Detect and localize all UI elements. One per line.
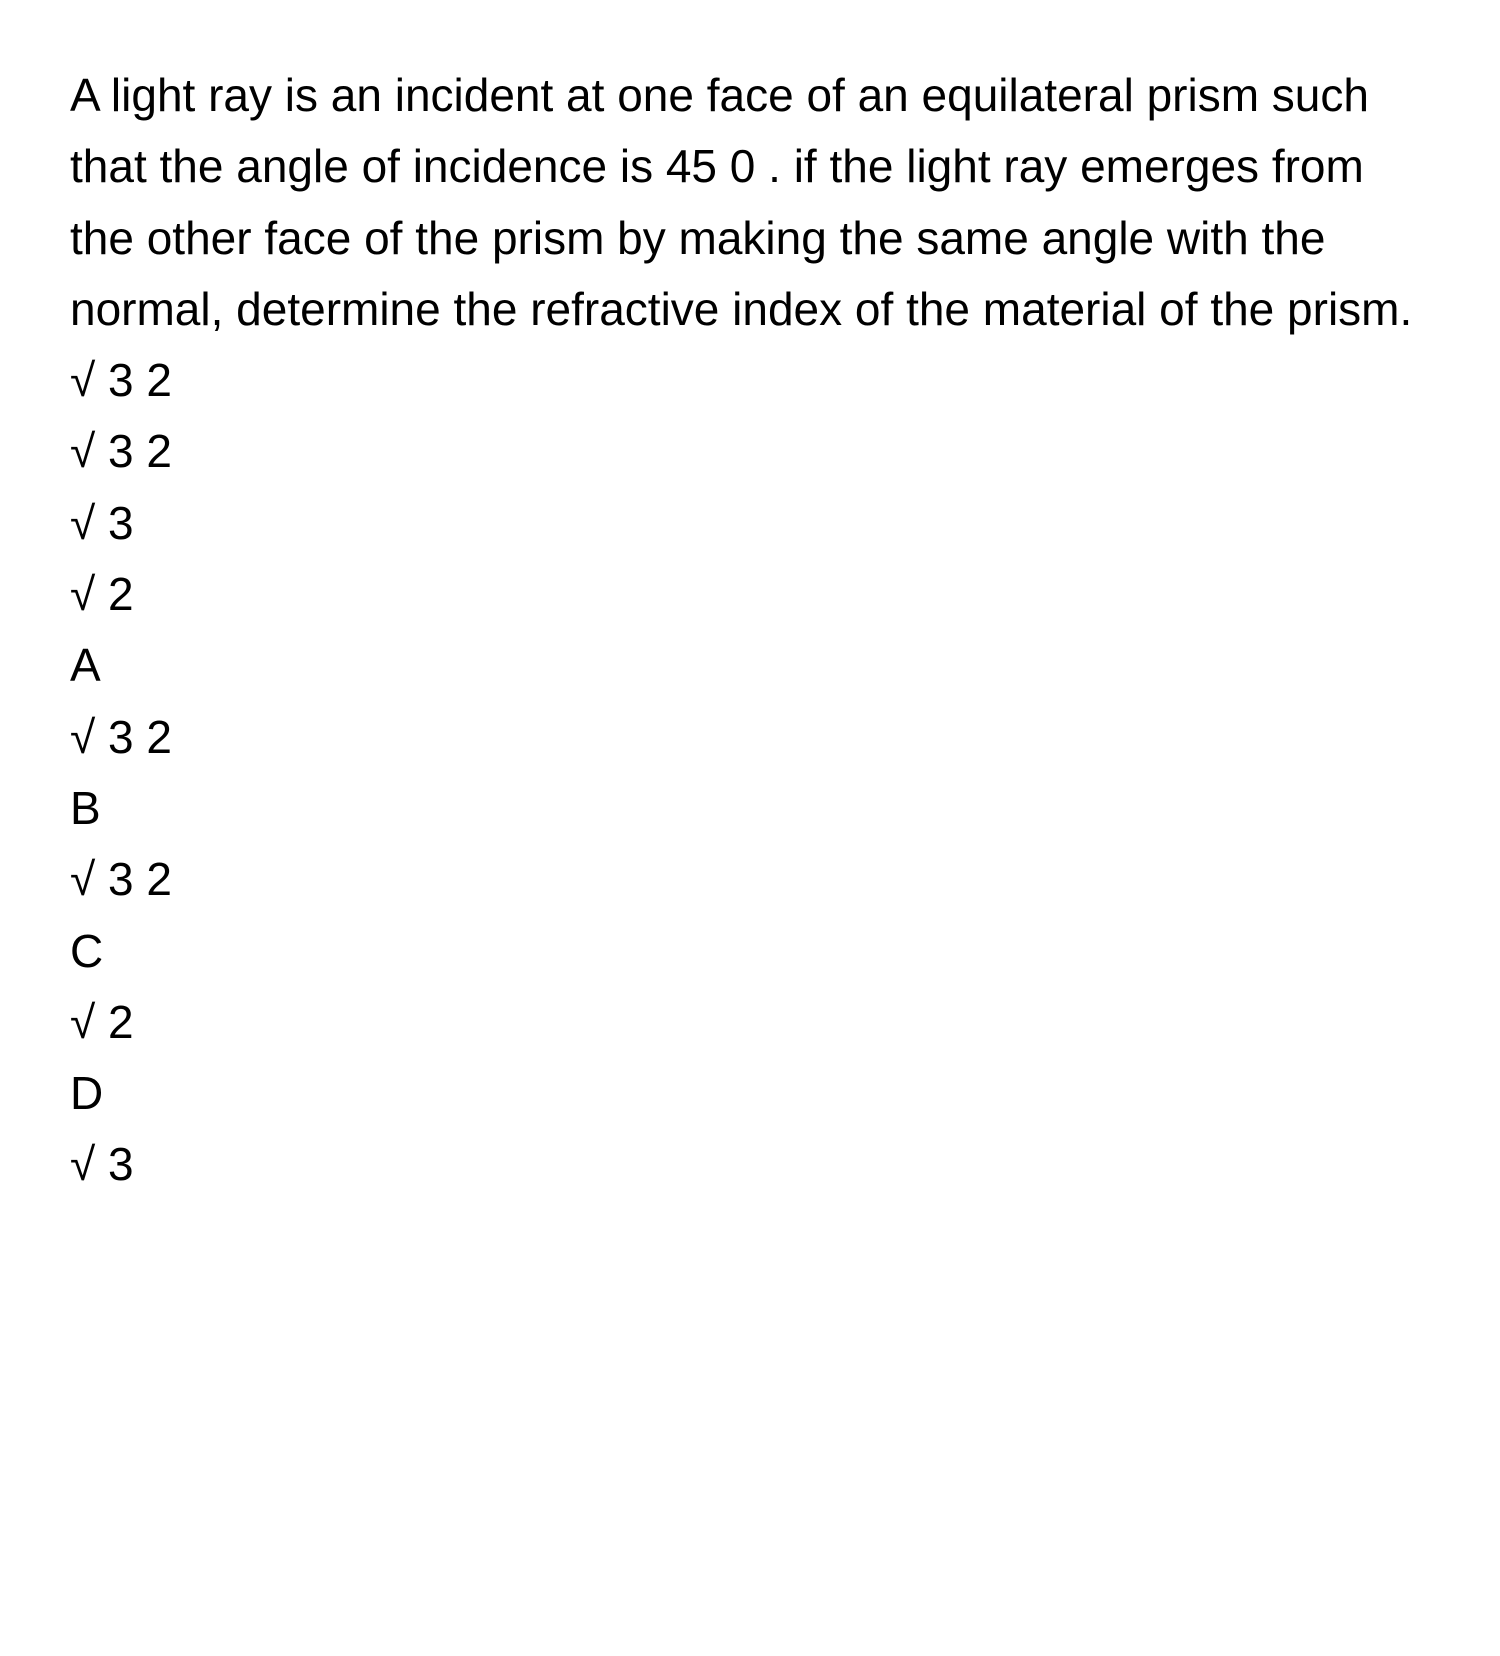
option-d-value: √ 3 bbox=[70, 1129, 1430, 1200]
option-b-value: √ 3 2 bbox=[70, 844, 1430, 915]
pre-option-2: √ 3 bbox=[70, 488, 1430, 559]
option-a-value: √ 3 2 bbox=[70, 702, 1430, 773]
option-c-value: √ 2 bbox=[70, 987, 1430, 1058]
option-d-label: D bbox=[70, 1058, 1430, 1129]
pre-option-3: √ 2 bbox=[70, 559, 1430, 630]
question-text: A light ray is an incident at one face o… bbox=[70, 60, 1430, 416]
option-a-label: A bbox=[70, 630, 1430, 701]
pre-option-1: √ 3 2 bbox=[70, 416, 1430, 487]
option-b-label: B bbox=[70, 773, 1430, 844]
option-c-label: C bbox=[70, 916, 1430, 987]
